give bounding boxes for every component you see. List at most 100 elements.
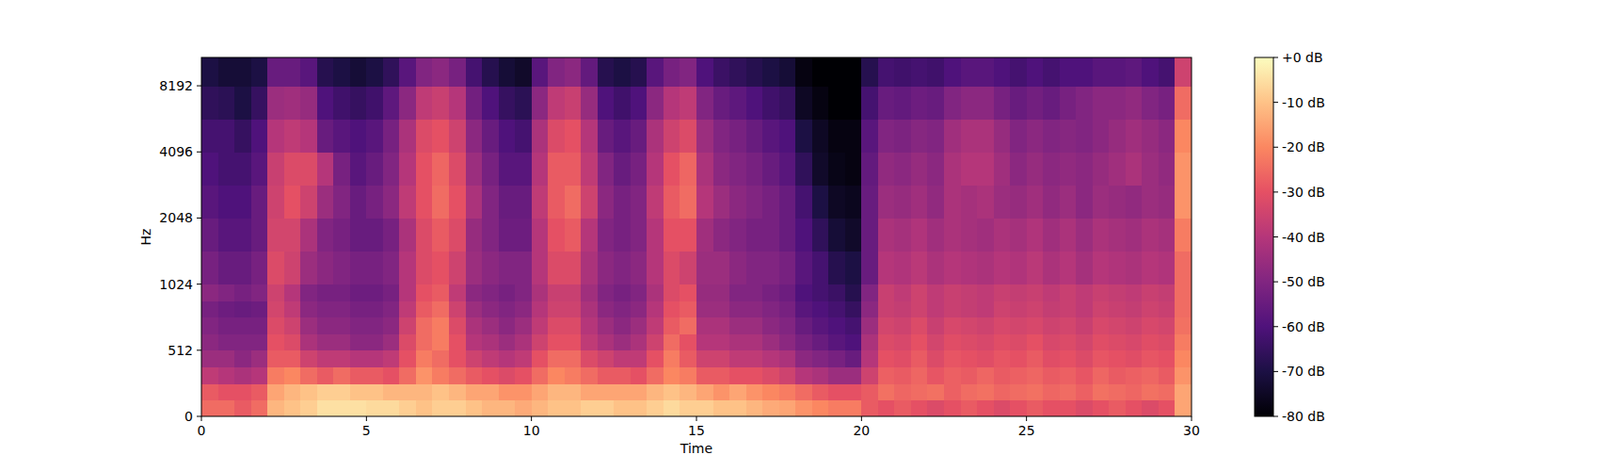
cell [630,57,648,87]
cell [630,284,648,302]
cell [416,383,433,400]
cell [976,333,994,351]
cell [1108,300,1126,318]
cell [812,251,830,286]
cell [333,383,351,400]
cell [284,350,302,368]
cell [812,184,830,219]
cell [1125,399,1143,416]
cell [416,151,433,186]
cell [993,118,1011,153]
cell [845,118,863,153]
cell [795,350,813,368]
cell [828,57,846,87]
cell [234,366,252,384]
cell [779,333,797,351]
cell [514,118,532,153]
cell [894,184,912,219]
cell [234,217,252,252]
cell [679,118,697,153]
cell [284,383,302,400]
x-tick [201,416,203,421]
cell [300,333,318,351]
cell [1075,300,1093,318]
cell [267,317,285,335]
cell [993,333,1011,351]
cell [1059,57,1077,87]
cell [927,284,944,302]
cell [927,118,944,153]
cell [630,383,648,400]
cell [1075,151,1093,186]
cell [514,366,532,384]
cell [366,57,384,87]
cell [1042,118,1060,153]
cell [993,151,1011,186]
cell [1092,366,1110,384]
cell [498,284,516,302]
cell [812,350,830,368]
cell [481,284,499,302]
cell [1092,317,1110,335]
cell [1042,317,1060,335]
y-tick [196,283,202,285]
cell [1092,151,1110,186]
cell [1174,399,1192,416]
cell [845,184,863,219]
cell [960,300,978,318]
cell [514,383,532,400]
cell [993,399,1011,416]
cell [812,366,830,384]
cell [795,300,813,318]
cell [1092,399,1110,416]
cell [251,300,269,318]
cell [284,333,302,351]
cell [795,399,813,416]
cell [218,118,236,153]
cell [1158,383,1176,400]
x-tick [1025,416,1027,421]
colorbar-tick-label: -10 dB [1281,95,1326,111]
cell [646,118,664,153]
cell [399,350,416,368]
cell [613,317,631,335]
cell [234,333,252,351]
cell [1026,350,1044,368]
cell [1042,57,1060,87]
cell [1042,184,1060,219]
cell [779,366,797,384]
cell [234,151,252,186]
cell [300,350,318,368]
cell [878,217,896,252]
cell [762,151,780,186]
cell [465,350,483,368]
cell [547,399,565,416]
cell [366,251,384,286]
cell [828,85,846,120]
cell [432,383,449,400]
cell [350,118,368,153]
cell [613,383,631,400]
cell [481,317,499,335]
cell [630,366,648,384]
x-axis-label: Time [679,440,713,456]
cell [547,333,565,351]
cell [448,333,466,351]
cell [218,251,236,286]
cell [383,85,400,120]
cell [630,399,648,416]
cell [317,57,335,87]
cell [1009,300,1027,318]
cell [317,300,335,318]
cell [729,85,747,120]
cell [779,118,797,153]
cell [878,317,896,335]
cell [779,350,797,368]
cell [399,333,416,351]
cell [894,151,912,186]
colorbar-frame [1254,57,1274,416]
cell [317,217,335,252]
cell [547,317,565,335]
cell [1059,333,1077,351]
cell [350,284,368,302]
